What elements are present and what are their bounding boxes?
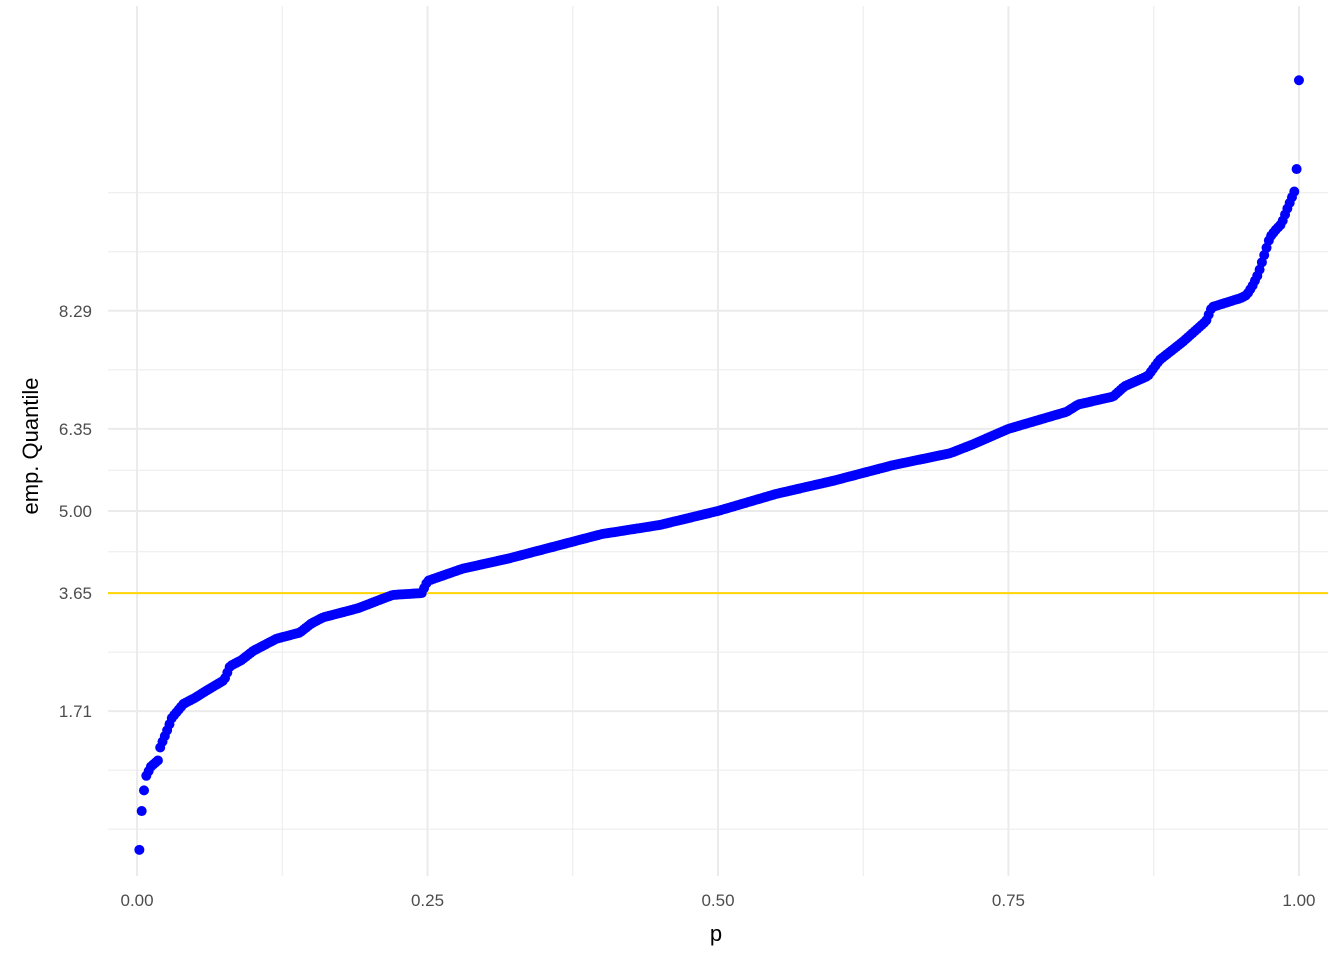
y-tick-labels: 1.71 3.65 5.00 6.35 8.29 <box>59 302 92 721</box>
data-point <box>139 785 150 796</box>
data-point <box>152 755 163 766</box>
x-tick-label: 0.75 <box>992 891 1025 910</box>
x-axis-title: p <box>710 921 722 946</box>
major-gridlines <box>108 6 1328 876</box>
y-tick-label: 5.00 <box>59 502 92 521</box>
data-points <box>134 75 1304 855</box>
data-point <box>1289 186 1300 197</box>
y-tick-label: 6.35 <box>59 420 92 439</box>
y-tick-label: 1.71 <box>59 702 92 721</box>
data-point <box>1291 164 1302 175</box>
data-point <box>134 844 145 855</box>
x-tick-label: 0.00 <box>121 891 154 910</box>
data-point <box>136 806 147 817</box>
x-tick-label: 0.25 <box>411 891 444 910</box>
y-axis-title: emp. Quantile <box>18 378 43 515</box>
x-tick-label: 0.50 <box>701 891 734 910</box>
y-tick-label: 3.65 <box>59 584 92 603</box>
x-tick-label: 1.00 <box>1282 891 1315 910</box>
data-point <box>1293 75 1304 86</box>
y-tick-label: 8.29 <box>59 302 92 321</box>
x-tick-labels: 0.00 0.25 0.50 0.75 1.00 <box>121 891 1316 910</box>
